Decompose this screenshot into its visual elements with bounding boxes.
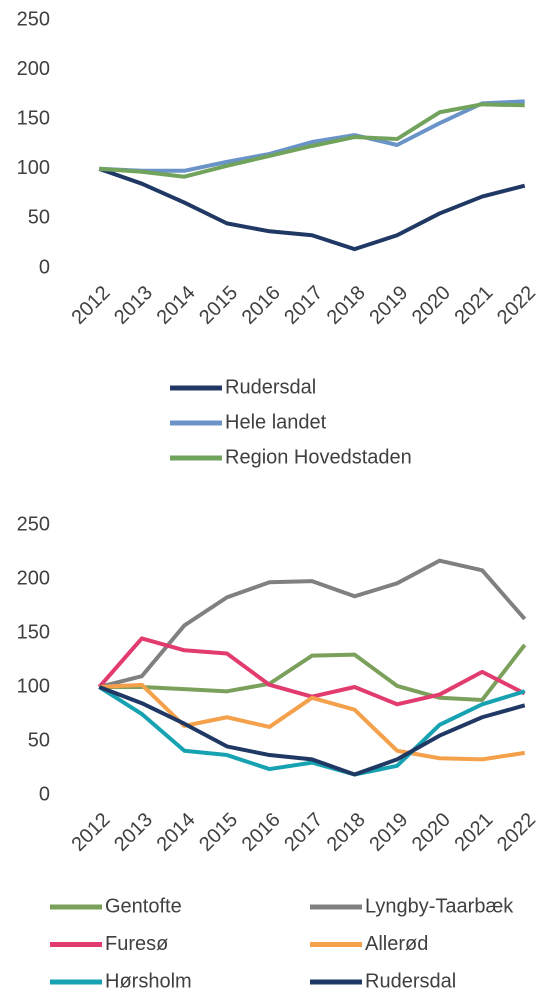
data-line xyxy=(98,685,526,777)
legend-label: Furesø xyxy=(105,933,168,955)
y-tick-label: 150 xyxy=(17,621,50,643)
legend-label: Hørsholm xyxy=(105,970,192,992)
y-tick-label: 0 xyxy=(39,783,50,805)
x-tick-label: 2012 xyxy=(68,809,115,856)
y-tick-label: 200 xyxy=(17,567,50,589)
data-line xyxy=(98,166,526,252)
y-tick-label: 100 xyxy=(17,157,50,179)
x-tick-label: 2014 xyxy=(153,809,200,856)
legend-label: Hele landet xyxy=(225,411,327,433)
x-tick-label: 2015 xyxy=(195,809,242,856)
y-tick-label: 50 xyxy=(28,729,50,751)
data-line xyxy=(98,685,526,777)
x-tick-label: 2021 xyxy=(450,809,497,856)
x-tick-label: 2014 xyxy=(153,282,200,329)
y-tick-label: 250 xyxy=(17,513,50,535)
y-tick-label: 0 xyxy=(39,256,50,278)
x-tick-label: 2015 xyxy=(195,282,242,329)
x-tick-label: 2018 xyxy=(323,809,370,856)
x-tick-label: 2012 xyxy=(68,282,115,329)
y-tick-label: 200 xyxy=(17,58,50,80)
x-tick-label: 2022 xyxy=(493,809,540,856)
x-tick-label: 2013 xyxy=(110,282,157,329)
x-tick-label: 2022 xyxy=(493,282,540,329)
x-tick-label: 2019 xyxy=(365,282,412,329)
x-tick-label: 2017 xyxy=(280,809,327,856)
x-tick-label: 2020 xyxy=(408,809,455,856)
x-tick-label: 2017 xyxy=(280,282,327,329)
legend-label: Region Hovedstaden xyxy=(225,446,412,468)
legend-label: Lyngby-Taarbæk xyxy=(365,895,514,917)
x-tick-label: 2013 xyxy=(110,809,157,856)
y-tick-label: 50 xyxy=(28,207,50,229)
x-tick-label: 2016 xyxy=(238,282,285,329)
data-line xyxy=(99,102,525,179)
y-tick-label: 250 xyxy=(17,8,50,30)
x-tick-label: 2019 xyxy=(365,809,412,856)
y-tick-label: 100 xyxy=(17,675,50,697)
x-tick-label: 2018 xyxy=(323,282,370,329)
legend-label: Rudersdal xyxy=(365,970,456,992)
data-line xyxy=(99,643,527,702)
data-line xyxy=(99,99,525,173)
x-tick-label: 2021 xyxy=(450,282,497,329)
x-tick-label: 2016 xyxy=(238,809,285,856)
legend-label: Allerød xyxy=(365,933,428,955)
data-line xyxy=(98,558,527,689)
legend-label: Rudersdal xyxy=(225,376,316,398)
y-tick-label: 150 xyxy=(17,107,50,129)
legend-label: Gentofte xyxy=(105,895,182,917)
x-tick-label: 2020 xyxy=(408,282,455,329)
data-line xyxy=(99,682,526,762)
